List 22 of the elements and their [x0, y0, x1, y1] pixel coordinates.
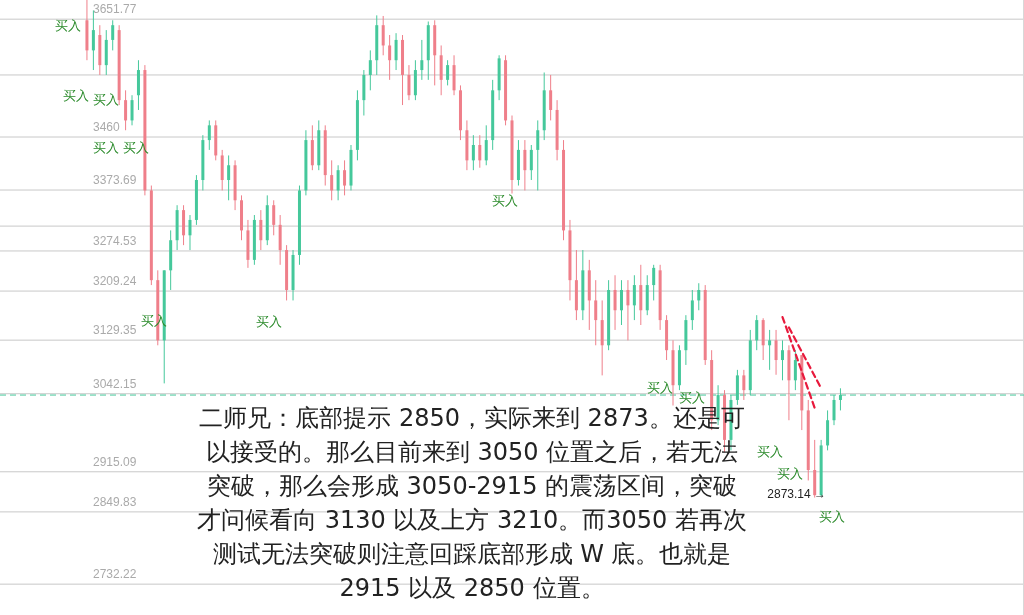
annotation: 买入: [93, 140, 119, 155]
y-tick-label: 3373.69: [93, 173, 137, 188]
annotation: 买入: [492, 193, 518, 208]
annotation: 买入: [757, 444, 783, 459]
annotation: 2873.14 →: [767, 487, 826, 501]
annotation: 买入: [256, 314, 282, 329]
annotation: 买入: [63, 88, 89, 103]
y-tick-label: 3274.53: [93, 233, 137, 248]
y-tick-label: 2732.22: [93, 567, 137, 582]
y-tick-label: 2915.09: [93, 454, 137, 469]
annotation: 买入: [55, 18, 81, 33]
annotation: 买入: [93, 92, 119, 107]
y-tick-label: 3460: [93, 120, 121, 135]
annotation: 买入: [679, 390, 705, 405]
y-tick-label: 3042.15: [93, 376, 137, 391]
y-tick-label: 2849.83: [93, 494, 137, 509]
y-tick-label: 3651.77: [93, 2, 137, 17]
annotation: 买入: [777, 466, 803, 481]
y-tick-label: 3129.35: [93, 323, 137, 338]
annotation: 买入: [819, 509, 845, 524]
y-tick-label: 3209.24: [93, 274, 137, 289]
annotation: 买入: [647, 380, 673, 395]
